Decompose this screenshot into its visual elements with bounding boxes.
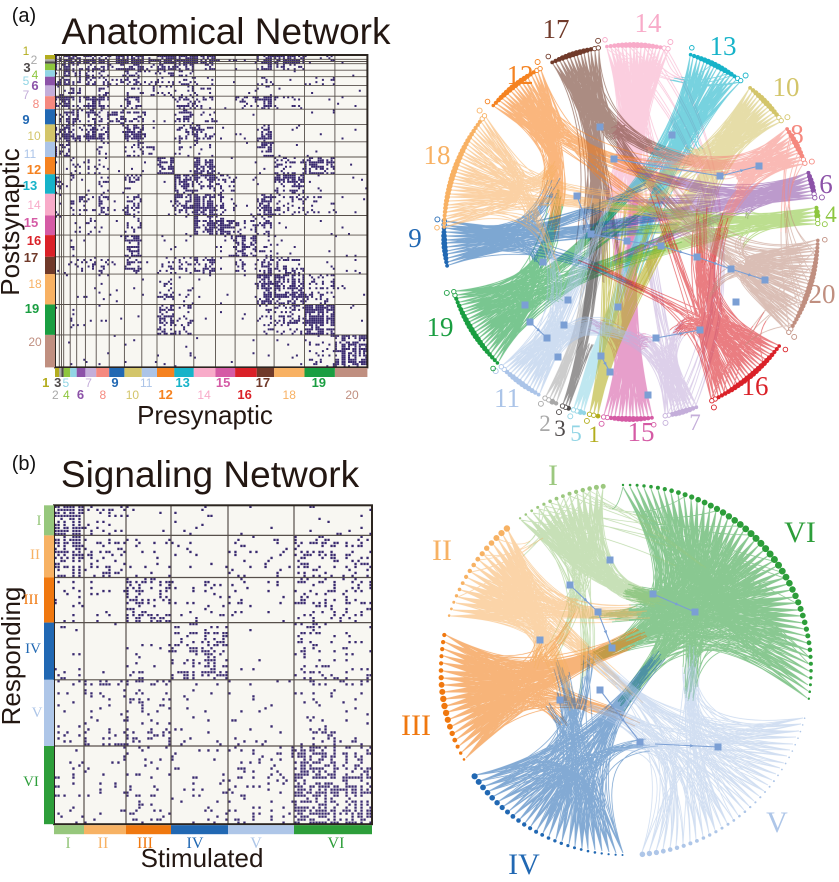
svg-text:V: V bbox=[32, 705, 43, 721]
svg-text:3: 3 bbox=[554, 416, 566, 441]
svg-text:5: 5 bbox=[63, 376, 70, 390]
svg-text:8: 8 bbox=[99, 388, 106, 402]
svg-text:4: 4 bbox=[825, 202, 837, 227]
svg-text:6: 6 bbox=[77, 387, 84, 402]
svg-text:10: 10 bbox=[126, 388, 140, 402]
svg-text:18: 18 bbox=[424, 140, 451, 170]
svg-text:12: 12 bbox=[158, 387, 172, 402]
svg-text:20: 20 bbox=[809, 279, 836, 309]
svg-text:(b): (b) bbox=[12, 453, 36, 475]
svg-text:15: 15 bbox=[628, 417, 655, 447]
svg-text:4: 4 bbox=[63, 388, 70, 402]
svg-text:12: 12 bbox=[507, 60, 534, 90]
svg-text:I: I bbox=[37, 513, 42, 529]
svg-text:7: 7 bbox=[23, 88, 30, 102]
svg-text:II: II bbox=[30, 547, 40, 563]
svg-text:13: 13 bbox=[175, 375, 189, 390]
svg-text:16: 16 bbox=[27, 233, 41, 248]
svg-text:Postsynaptic: Postsynaptic bbox=[0, 148, 25, 295]
svg-text:7: 7 bbox=[689, 410, 701, 435]
svg-text:14: 14 bbox=[635, 8, 663, 38]
svg-text:VI: VI bbox=[784, 516, 816, 549]
svg-text:19: 19 bbox=[25, 301, 39, 316]
svg-text:IV: IV bbox=[25, 641, 41, 657]
svg-text:Signaling Network: Signaling Network bbox=[61, 454, 360, 495]
svg-text:20: 20 bbox=[28, 335, 42, 349]
svg-text:10: 10 bbox=[27, 129, 41, 143]
svg-text:16: 16 bbox=[237, 387, 251, 402]
svg-text:5: 5 bbox=[570, 421, 582, 446]
svg-text:Responding: Responding bbox=[0, 587, 26, 726]
svg-text:(a): (a) bbox=[12, 5, 36, 27]
svg-text:2: 2 bbox=[31, 53, 38, 67]
svg-text:20: 20 bbox=[345, 388, 359, 402]
svg-text:VI: VI bbox=[328, 835, 345, 852]
svg-text:Anatomical Network: Anatomical Network bbox=[61, 11, 391, 52]
svg-text:III: III bbox=[24, 592, 39, 608]
svg-text:III: III bbox=[401, 709, 431, 742]
svg-text:III: III bbox=[137, 835, 153, 852]
svg-text:I: I bbox=[65, 835, 70, 852]
svg-text:7: 7 bbox=[85, 376, 92, 390]
svg-text:6: 6 bbox=[31, 78, 38, 93]
svg-text:5: 5 bbox=[23, 74, 30, 88]
svg-text:II: II bbox=[98, 835, 109, 852]
svg-text:11: 11 bbox=[494, 383, 520, 413]
svg-text:1: 1 bbox=[23, 44, 30, 58]
svg-text:12: 12 bbox=[27, 162, 41, 177]
svg-text:V: V bbox=[766, 806, 788, 839]
svg-text:19: 19 bbox=[312, 375, 326, 390]
svg-text:4: 4 bbox=[32, 68, 39, 82]
svg-text:17: 17 bbox=[256, 375, 270, 390]
svg-text:9: 9 bbox=[408, 223, 422, 253]
svg-text:8: 8 bbox=[790, 119, 804, 149]
svg-text:VI: VI bbox=[23, 774, 39, 790]
svg-text:II: II bbox=[432, 534, 452, 567]
svg-text:13: 13 bbox=[710, 31, 737, 61]
svg-text:13: 13 bbox=[23, 178, 37, 193]
svg-text:14: 14 bbox=[197, 388, 211, 402]
svg-text:17: 17 bbox=[24, 250, 38, 265]
svg-text:11: 11 bbox=[140, 376, 153, 390]
svg-text:11: 11 bbox=[24, 147, 37, 161]
svg-text:Stimulated: Stimulated bbox=[141, 843, 264, 873]
svg-text:Presynaptic: Presynaptic bbox=[137, 400, 273, 430]
svg-text:6: 6 bbox=[819, 169, 833, 199]
svg-text:V: V bbox=[250, 835, 262, 852]
svg-text:1: 1 bbox=[42, 375, 49, 390]
svg-text:3: 3 bbox=[54, 375, 61, 390]
svg-text:15: 15 bbox=[24, 215, 38, 230]
svg-text:19: 19 bbox=[427, 312, 454, 342]
svg-text:10: 10 bbox=[773, 72, 800, 102]
svg-text:18: 18 bbox=[283, 388, 297, 402]
svg-text:IV: IV bbox=[187, 835, 204, 852]
svg-text:9: 9 bbox=[22, 112, 29, 127]
svg-text:15: 15 bbox=[216, 375, 230, 390]
svg-text:2: 2 bbox=[539, 411, 551, 436]
svg-text:14: 14 bbox=[27, 198, 41, 212]
svg-text:2: 2 bbox=[52, 388, 59, 402]
svg-text:IV: IV bbox=[508, 848, 540, 877]
svg-text:8: 8 bbox=[33, 97, 40, 111]
svg-text:17: 17 bbox=[543, 14, 570, 44]
svg-text:9: 9 bbox=[111, 375, 118, 390]
svg-text:16: 16 bbox=[742, 371, 769, 401]
svg-text:1: 1 bbox=[588, 422, 600, 447]
svg-text:I: I bbox=[548, 459, 558, 492]
svg-text:3: 3 bbox=[23, 60, 30, 75]
svg-text:18: 18 bbox=[28, 277, 42, 291]
